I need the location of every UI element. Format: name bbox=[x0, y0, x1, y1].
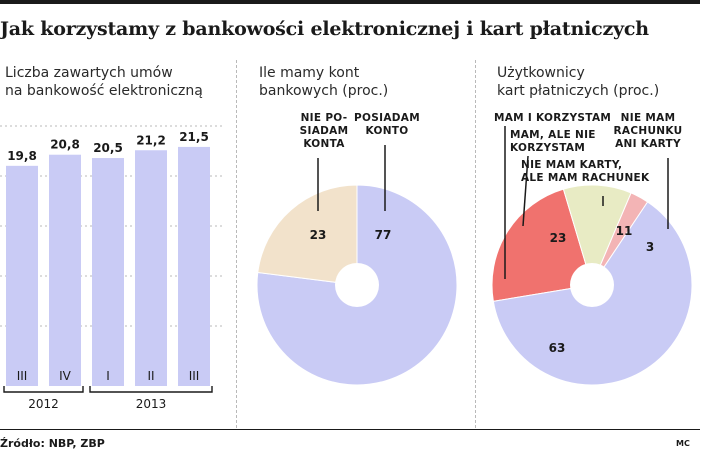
pie1-slice-1-label-line-3: KONTA bbox=[303, 138, 345, 150]
bar-4 bbox=[135, 150, 167, 386]
bar-value-label-4: 21,2 bbox=[136, 133, 166, 147]
pie2-slice-4-label-line-2: RACHUNKU bbox=[614, 125, 683, 137]
page-title: Jak korzystamy z bankowości elektroniczn… bbox=[0, 18, 649, 40]
bar-value-label-1: 19,8 bbox=[7, 149, 37, 163]
source-note: Źródło: NBP, ZBP bbox=[0, 437, 105, 450]
pie2-slice-2-label-line-1: MAM, ALE NIE bbox=[510, 129, 596, 141]
bar-value-label-5: 21,5 bbox=[179, 130, 209, 144]
separator-2 bbox=[475, 60, 476, 428]
separator-1 bbox=[236, 60, 237, 428]
pie2-slice-3-label-line-1: NIE MAM KARTY, bbox=[521, 159, 622, 171]
pie2-slice-2 bbox=[491, 188, 593, 302]
pie1-slice-2-label-line-2: KONTO bbox=[366, 125, 409, 137]
cards-chart-subtitle: Użytkownicy kart płatniczych (proc.) bbox=[497, 64, 659, 100]
accounts-chart-subtitle-line-2: bankowych (proc.) bbox=[259, 83, 389, 99]
cards-chart-subtitle-line-1: Użytkownicy bbox=[497, 65, 585, 81]
bar-chart-subtitle-line-2: na bankowość elektroniczną bbox=[5, 83, 203, 99]
pie2-slice-2-value: 23 bbox=[550, 231, 567, 245]
bar-3 bbox=[92, 158, 124, 386]
bar-2 bbox=[49, 154, 81, 386]
pie2-slice-3 bbox=[562, 184, 632, 287]
pie1-slice-1-value: 23 bbox=[310, 228, 327, 242]
accounts-chart-subtitle: Ile mamy kont bankowych (proc.) bbox=[259, 64, 388, 100]
pie1-donut-hole bbox=[335, 263, 379, 307]
pie2-slice-1-label-line-1: MAM I KORZYSTAM bbox=[494, 112, 611, 124]
pie2-slice-3-value: 11 bbox=[616, 224, 633, 238]
bar-value-label-2: 20,8 bbox=[50, 138, 80, 152]
accounts-chart-subtitle-line-1: Ile mamy kont bbox=[259, 65, 360, 81]
bar-category-label-4: II bbox=[147, 369, 154, 383]
bar-chart-subtitle-line-1: Liczba zawartych umów bbox=[5, 65, 173, 81]
pie2-slice-4-label-line-1: NIE MAM bbox=[621, 112, 676, 124]
bar-category-label-1: III bbox=[17, 369, 28, 383]
pie2-slice-1-value: 63 bbox=[549, 341, 566, 355]
bar-category-label-3: I bbox=[106, 369, 110, 383]
year-bracket-2 bbox=[89, 386, 213, 393]
cards-chart-subtitle-line-2: kart płatniczych (proc.) bbox=[497, 83, 660, 99]
year-label-2: 2013 bbox=[136, 397, 167, 411]
pie1-slice-2-value: 77 bbox=[375, 228, 392, 242]
bar-5 bbox=[178, 146, 210, 386]
pie1-slice-2-label-line-1: POSIADAM bbox=[354, 112, 420, 124]
bar-1 bbox=[6, 165, 38, 386]
pie1-slice-1-label-line-2: SIADAM bbox=[300, 125, 349, 137]
year-bracket-1 bbox=[3, 386, 84, 393]
top-rule bbox=[0, 0, 700, 4]
pie2-donut-hole bbox=[570, 263, 614, 307]
bar-category-label-5: III bbox=[189, 369, 200, 383]
pie2-slice-4-value: 3 bbox=[646, 240, 654, 254]
pie2-slice-3-label-line-2: ALE MAM RACHUNEK bbox=[521, 172, 650, 184]
pie2-leader-2 bbox=[522, 155, 529, 227]
bar-category-label-2: IV bbox=[59, 369, 72, 383]
bar-chart-subtitle: Liczba zawartych umów na bankowość elekt… bbox=[5, 64, 203, 100]
bar-value-label-3: 20,5 bbox=[93, 141, 123, 155]
pie1-slice-1-label-line-1: NIE PO- bbox=[301, 112, 348, 124]
pie2-slice-2-label-line-2: KORZYSTAM bbox=[510, 142, 585, 154]
bottom-rule bbox=[0, 429, 700, 430]
pie1-slice-1 bbox=[257, 184, 358, 286]
pie2-slice-4-label-line-3: ANI KARTY bbox=[615, 138, 681, 150]
bar-chart: 19,8 III 20,8 IV 20,5 I 21,2 II 21,5 III 2012 2013 bbox=[0, 125, 225, 411]
author-credit: MC bbox=[676, 439, 690, 448]
year-label-1: 2012 bbox=[28, 397, 59, 411]
